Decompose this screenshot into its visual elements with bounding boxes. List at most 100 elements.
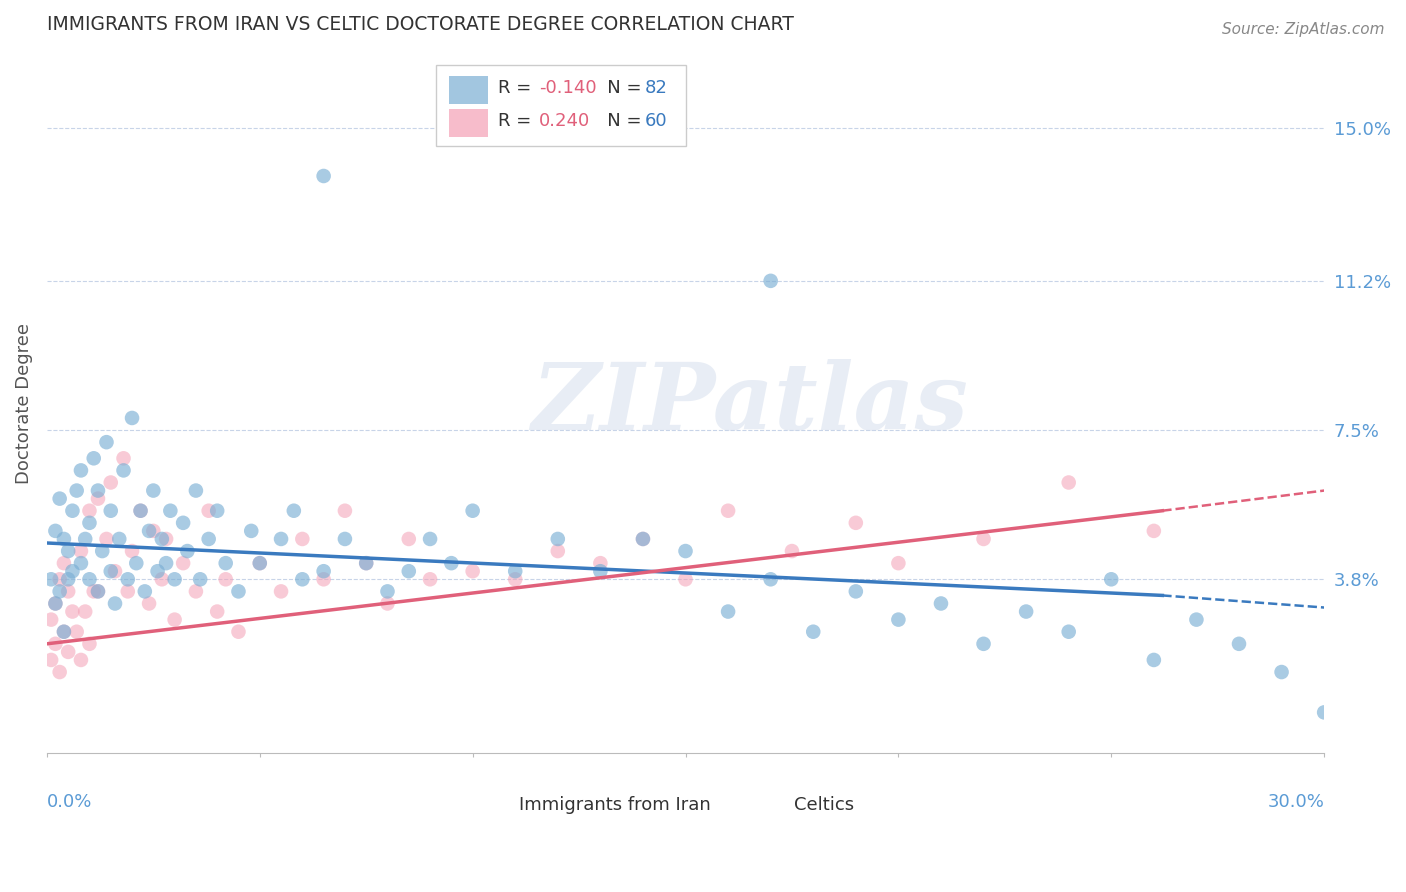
Point [398,532,420,546]
Point [39,613,62,627]
Text: R =: R = [498,112,537,130]
Point [87,483,110,498]
Point [717,605,740,619]
Point [87,584,110,599]
Point [291,572,314,586]
Point [108,532,131,546]
Point [44,597,66,611]
Point [780,544,803,558]
Point [215,556,238,570]
Point [1227,637,1250,651]
Point [121,544,143,558]
Point [104,597,127,611]
Point [589,556,612,570]
Point [79,637,101,651]
Point [100,475,122,490]
Point [96,435,118,450]
Point [461,504,484,518]
Point [91,544,114,558]
Point [419,532,441,546]
Point [150,572,173,586]
Text: 30.0%: 30.0% [1267,793,1324,811]
Point [188,572,211,586]
Point [62,564,84,578]
Point [377,597,399,611]
Point [205,605,228,619]
Point [87,491,110,506]
Text: 0.0%: 0.0% [46,793,93,811]
Point [547,532,569,546]
Point [398,564,420,578]
Point [44,524,66,538]
Point [419,572,441,586]
Point [1099,572,1122,586]
Point [48,572,70,586]
Point [163,613,186,627]
Point [155,556,177,570]
Point [70,544,93,558]
Point [48,665,70,679]
Point [717,504,740,518]
Point [1185,613,1208,627]
Point [240,524,263,538]
Point [503,564,526,578]
Point [503,572,526,586]
Point [48,491,70,506]
Point [96,532,118,546]
Point [52,556,75,570]
Text: 60: 60 [644,112,668,130]
Point [117,572,139,586]
Point [83,451,105,466]
Point [66,483,89,498]
Point [56,572,79,586]
Point [121,411,143,425]
Point [129,504,152,518]
Point [142,524,165,538]
Bar [430,789,468,819]
Point [228,624,250,639]
Bar [711,789,749,819]
Point [675,544,697,558]
Point [270,532,292,546]
Text: N =: N = [589,112,647,130]
Point [100,564,122,578]
Point [845,516,868,530]
Point [759,274,782,288]
Text: Immigrants from Iran: Immigrants from Iran [519,796,711,814]
Point [39,653,62,667]
Point [1057,624,1080,639]
Point [163,572,186,586]
Point [79,516,101,530]
Text: N =: N = [589,78,647,97]
Point [138,524,160,538]
Bar [436,65,686,145]
Point [112,463,135,477]
Point [440,556,463,570]
Point [146,564,169,578]
Point [197,532,219,546]
Text: ZIPatlas: ZIPatlas [531,359,967,449]
Y-axis label: Doctorate Degree: Doctorate Degree [15,324,32,484]
Text: Celtics: Celtics [794,796,855,814]
Text: R =: R = [498,78,537,97]
Point [631,532,654,546]
Point [56,544,79,558]
Point [845,584,868,599]
Point [48,584,70,599]
Point [79,504,101,518]
Point [66,624,89,639]
Point [1143,653,1166,667]
Point [129,504,152,518]
Point [205,504,228,518]
Point [1313,706,1336,720]
Point [184,483,207,498]
Point [150,532,173,546]
Point [44,597,66,611]
Point [215,572,238,586]
Point [377,584,399,599]
Text: 0.240: 0.240 [538,112,591,130]
Point [197,504,219,518]
Point [176,544,198,558]
Point [172,556,194,570]
Point [312,572,335,586]
